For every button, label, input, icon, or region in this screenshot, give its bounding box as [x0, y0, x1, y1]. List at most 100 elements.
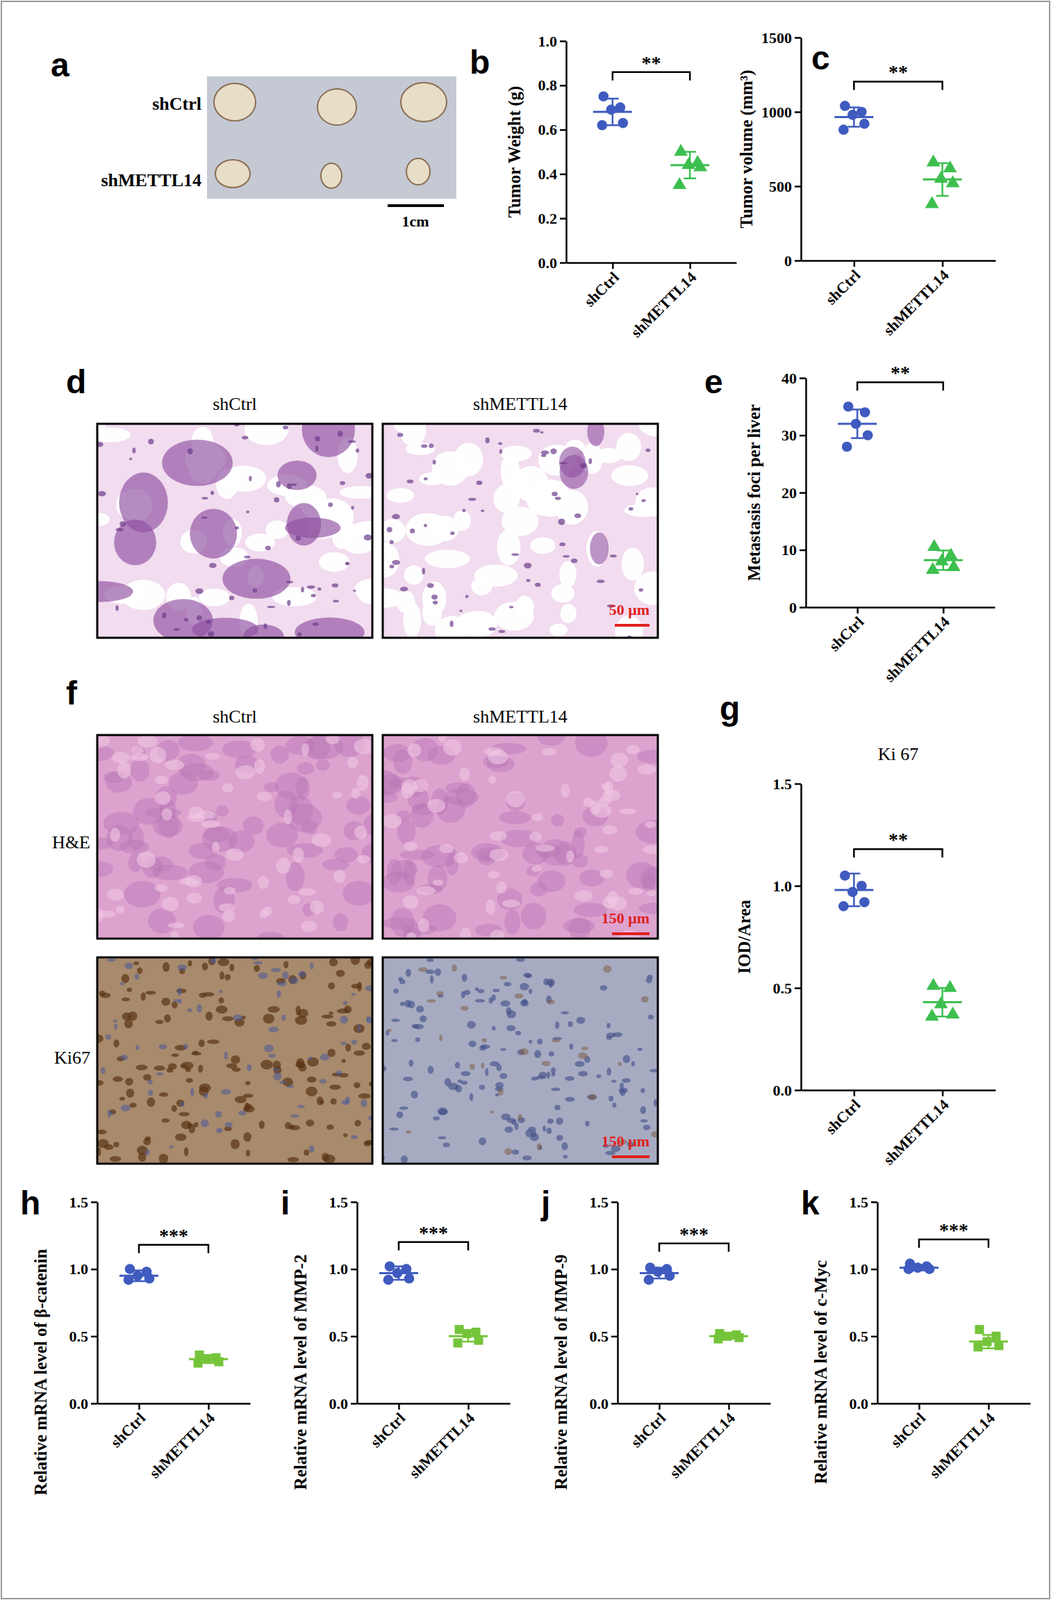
tissue-texture	[402, 1076, 414, 1082]
tissue-texture	[409, 528, 415, 534]
tissue-texture	[617, 1061, 622, 1066]
y-tick-label: 0.5	[329, 1327, 349, 1345]
tissue-texture	[137, 735, 157, 748]
tissue-texture	[550, 1087, 561, 1092]
row-label: shMETTL14	[101, 170, 203, 191]
tissue-texture	[191, 617, 259, 638]
tissue-texture	[548, 979, 553, 988]
tissue-texture	[550, 814, 565, 827]
tissue-texture	[396, 1111, 404, 1119]
tissue-texture	[460, 1071, 471, 1077]
tumor-photo	[400, 82, 447, 122]
tissue-texture	[169, 1144, 173, 1149]
tissue-texture	[640, 1087, 645, 1093]
y-tick-mark	[794, 782, 801, 785]
tissue-texture	[178, 1111, 190, 1116]
x-tick-mark	[941, 260, 945, 267]
tissue-texture	[602, 964, 612, 973]
tissue-texture	[386, 526, 393, 533]
y-tick: 1000	[761, 103, 801, 121]
tissue-texture	[205, 1011, 213, 1021]
tissue-texture	[454, 1062, 460, 1069]
tissue-texture	[218, 989, 223, 993]
tissue-texture	[481, 1037, 487, 1042]
tissue-texture	[427, 515, 459, 542]
tissue-texture	[97, 837, 114, 849]
tissue-texture	[171, 1105, 178, 1113]
tissue-texture	[505, 1007, 512, 1015]
tissue-texture	[539, 839, 572, 866]
micrograph	[97, 957, 373, 1164]
data-point	[943, 980, 958, 992]
tissue-texture	[478, 1137, 487, 1146]
tissue-texture	[463, 989, 471, 996]
tissue-texture	[400, 1155, 408, 1163]
tissue-texture	[277, 981, 287, 987]
tissue-texture	[555, 1021, 560, 1029]
tissue-texture	[353, 1082, 361, 1089]
micrograph-frame	[382, 957, 658, 1164]
tissue-texture	[267, 1005, 280, 1013]
data-point	[643, 1274, 655, 1286]
tissue-texture	[350, 505, 355, 510]
micrograph-frame	[97, 423, 373, 638]
tissue-texture	[149, 746, 167, 764]
y-tick-mark	[559, 261, 567, 264]
tissue-texture	[113, 1019, 118, 1022]
x-axis-line	[806, 606, 996, 609]
tissue-texture	[457, 1079, 463, 1083]
tissue-texture	[161, 439, 233, 487]
tissue-texture	[483, 747, 503, 756]
y-tick-mark	[794, 36, 801, 39]
x-tick-mark	[207, 1403, 210, 1410]
tissue-texture	[518, 1114, 523, 1120]
tissue-texture	[363, 534, 373, 541]
tissue-texture	[478, 1085, 485, 1090]
tissue-texture	[636, 749, 658, 764]
tissue-texture	[135, 1064, 148, 1071]
tissue-texture	[134, 973, 140, 980]
y-tick-mark	[559, 173, 567, 176]
tissue-texture	[230, 1055, 241, 1064]
y-tick: 0.5	[589, 1327, 619, 1345]
x-axis-line	[801, 259, 997, 262]
tissue-texture	[218, 903, 235, 912]
tissue-texture	[639, 423, 658, 437]
tissue-texture	[439, 1108, 449, 1115]
tissue-texture	[105, 1034, 112, 1040]
y-tick-mark	[794, 884, 801, 888]
y-tick-mark	[90, 1402, 98, 1405]
x-tick-label: shCtrl	[580, 268, 623, 310]
tissue-texture	[427, 798, 446, 813]
tissue-texture	[177, 964, 187, 971]
tissue-texture	[305, 734, 344, 760]
tissue-texture	[489, 929, 506, 939]
tissue-texture	[282, 971, 289, 980]
tissue-texture	[523, 972, 531, 977]
x-axis: shCtrlshMETTL14	[878, 1403, 1031, 1481]
tissue-texture	[488, 627, 496, 631]
tissue-texture	[252, 588, 258, 593]
row-label: H&E	[52, 832, 91, 853]
data-point	[617, 118, 628, 129]
tissue-texture	[551, 1039, 561, 1043]
tissue-texture	[453, 852, 469, 864]
tissue-texture	[241, 435, 249, 440]
micrograph	[382, 423, 658, 638]
tissue-texture	[599, 869, 614, 879]
tissue-texture	[640, 1119, 648, 1123]
tissue-texture	[198, 770, 220, 781]
y-tick-mark	[794, 259, 801, 262]
tissue-texture	[436, 991, 444, 997]
tissue-texture	[382, 773, 404, 794]
x-tick: shMETTL14	[666, 1403, 739, 1481]
tissue-texture	[155, 786, 178, 808]
plot-area	[593, 90, 710, 189]
tissue-texture	[196, 614, 203, 620]
tissue-texture	[158, 1153, 169, 1164]
tissue-texture	[400, 1001, 406, 1006]
tissue-texture	[574, 513, 582, 519]
tissue-texture	[272, 1071, 282, 1081]
tissue-texture	[295, 535, 301, 541]
tissue-texture	[459, 927, 471, 939]
